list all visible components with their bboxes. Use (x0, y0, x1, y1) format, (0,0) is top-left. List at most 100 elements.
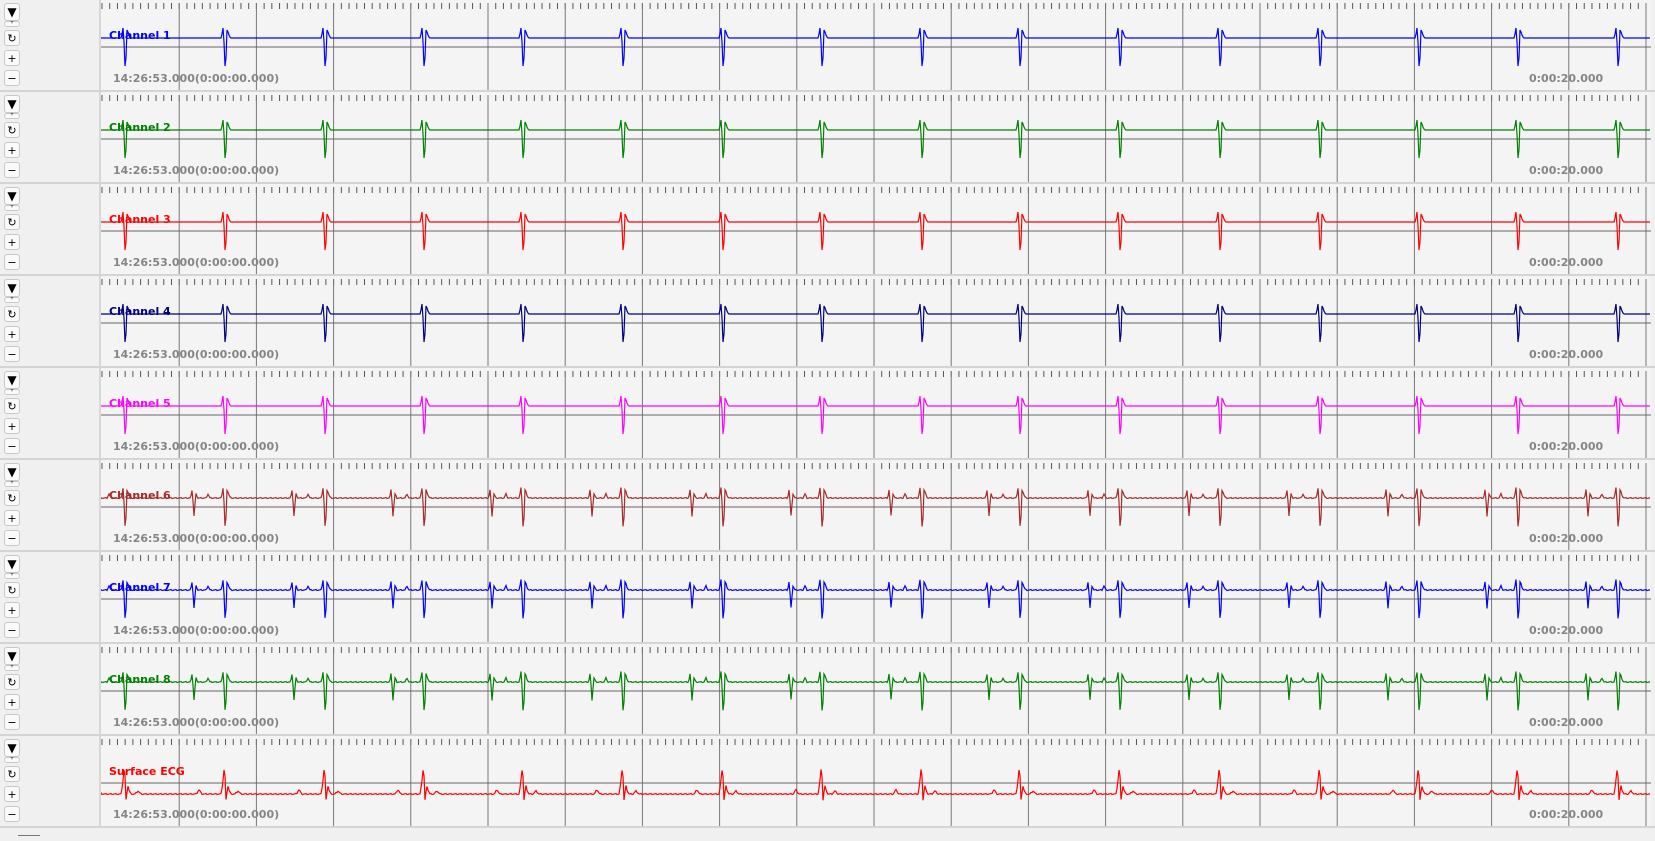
zoom-out-button[interactable]: − (4, 346, 20, 362)
splitter-handle[interactable] (18, 835, 40, 836)
refresh-icon[interactable]: ↻ (4, 122, 20, 138)
end-time-label: 0:00:20.000 (1529, 716, 1604, 729)
waveform-trace (101, 579, 1651, 619)
zoom-in-button[interactable]: + (4, 510, 20, 526)
zoom-out-button[interactable]: − (4, 714, 20, 730)
zoom-in-button[interactable]: + (4, 602, 20, 618)
waveform-plot[interactable]: Channel 8 14:26:53.000(0:00:00.000) 0:00… (101, 644, 1651, 734)
channel-label: Channel 6 (109, 489, 171, 502)
collapse-handle[interactable]: ᵀ (4, 113, 20, 120)
refresh-icon[interactable]: ↻ (4, 30, 20, 46)
end-time-label: 0:00:20.000 (1529, 808, 1604, 821)
channel-controls: ▼ ᵀ ↻ + − (0, 0, 101, 90)
collapse-handle[interactable]: ᵀ (4, 205, 20, 212)
zoom-out-button[interactable]: − (4, 622, 20, 638)
zoom-in-button[interactable]: + (4, 234, 20, 250)
waveform-plot[interactable]: Surface ECG 14:26:53.000(0:00:00.000) 0:… (101, 736, 1651, 826)
waveform-plot[interactable]: Channel 1 14:26:53.000(0:00:00.000) 0:00… (101, 0, 1651, 90)
start-time-label: 14:26:53.000(0:00:00.000) (113, 440, 280, 453)
waveform-trace (101, 395, 1650, 435)
refresh-icon[interactable]: ↻ (4, 674, 20, 690)
channel-panel: ▼ ᵀ ↻ + − Channel 1 14:26:53.000(0:00:00… (0, 0, 1655, 92)
start-time-label: 14:26:53.000(0:00:00.000) (113, 72, 280, 85)
channel-panel: ▼ ᵀ ↻ + − Channel 6 14:26:53.000(0:00:00… (0, 460, 1655, 552)
channel-label: Channel 8 (109, 673, 171, 686)
channel-panel: ▼ ᵀ ↻ + − Channel 3 14:26:53.000(0:00:00… (0, 184, 1655, 276)
zoom-out-button[interactable]: − (4, 438, 20, 454)
refresh-icon[interactable]: ↻ (4, 306, 20, 322)
end-time-label: 0:00:20.000 (1529, 440, 1604, 453)
start-time-label: 14:26:53.000(0:00:00.000) (113, 164, 280, 177)
zoom-out-button[interactable]: − (4, 70, 20, 86)
waveform-trace (101, 211, 1650, 251)
dropdown-icon[interactable]: ▼ (4, 3, 20, 21)
refresh-icon[interactable]: ↻ (4, 490, 20, 506)
dropdown-icon[interactable]: ▼ (4, 187, 20, 205)
channel-label: Channel 7 (109, 581, 171, 594)
waveform-plot[interactable]: Channel 2 14:26:53.000(0:00:00.000) 0:00… (101, 92, 1651, 182)
start-time-label: 14:26:53.000(0:00:00.000) (113, 624, 280, 637)
zoom-in-button[interactable]: + (4, 142, 20, 158)
channel-panel: ▼ ᵀ ↻ + − Surface ECG 14:26:53.000(0:00:… (0, 736, 1655, 828)
waveform-trace (101, 487, 1651, 527)
refresh-icon[interactable]: ↻ (4, 582, 20, 598)
zoom-in-button[interactable]: + (4, 326, 20, 342)
refresh-icon[interactable]: ↻ (4, 214, 20, 230)
dropdown-icon[interactable]: ▼ (4, 463, 20, 481)
waveform-trace (101, 303, 1650, 343)
collapse-handle[interactable]: ᵀ (4, 297, 20, 304)
channel-controls: ▼ ᵀ ↻ + − (0, 736, 101, 826)
end-time-label: 0:00:20.000 (1529, 256, 1604, 269)
collapse-handle[interactable]: ᵀ (4, 757, 20, 764)
refresh-icon[interactable]: ↻ (4, 398, 20, 414)
channel-controls: ▼ ᵀ ↻ + − (0, 644, 101, 734)
collapse-handle[interactable]: ᵀ (4, 21, 20, 28)
waveform-plot[interactable]: Channel 3 14:26:53.000(0:00:00.000) 0:00… (101, 184, 1651, 274)
channel-label: Channel 1 (109, 29, 171, 42)
dropdown-icon[interactable]: ▼ (4, 95, 20, 113)
status-strip (0, 829, 1655, 841)
collapse-handle[interactable]: ᵀ (4, 481, 20, 488)
channel-label: Channel 5 (109, 397, 171, 410)
channel-controls: ▼ ᵀ ↻ + − (0, 460, 101, 550)
channel-label: Channel 2 (109, 121, 171, 134)
channel-label: Channel 4 (109, 305, 171, 318)
channel-controls: ▼ ᵀ ↻ + − (0, 368, 101, 458)
dropdown-icon[interactable]: ▼ (4, 739, 20, 757)
start-time-label: 14:26:53.000(0:00:00.000) (113, 532, 280, 545)
channel-controls: ▼ ᵀ ↻ + − (0, 276, 101, 366)
end-time-label: 0:00:20.000 (1529, 624, 1604, 637)
channel-panel: ▼ ᵀ ↻ + − Channel 4 14:26:53.000(0:00:00… (0, 276, 1655, 368)
end-time-label: 0:00:20.000 (1529, 72, 1604, 85)
dropdown-icon[interactable]: ▼ (4, 555, 20, 573)
waveform-plot[interactable]: Channel 7 14:26:53.000(0:00:00.000) 0:00… (101, 552, 1651, 642)
channel-label: Surface ECG (109, 765, 185, 778)
end-time-label: 0:00:20.000 (1529, 532, 1604, 545)
zoom-out-button[interactable]: − (4, 162, 20, 178)
waveform-plot[interactable]: Channel 4 14:26:53.000(0:00:00.000) 0:00… (101, 276, 1651, 366)
channel-controls: ▼ ᵀ ↻ + − (0, 184, 101, 274)
waveform-plot[interactable]: Channel 5 14:26:53.000(0:00:00.000) 0:00… (101, 368, 1651, 458)
channel-panel: ▼ ᵀ ↻ + − Channel 7 14:26:53.000(0:00:00… (0, 552, 1655, 644)
refresh-icon[interactable]: ↻ (4, 766, 20, 782)
channel-label: Channel 3 (109, 213, 171, 226)
collapse-handle[interactable]: ᵀ (4, 573, 20, 580)
start-time-label: 14:26:53.000(0:00:00.000) (113, 808, 280, 821)
dropdown-icon[interactable]: ▼ (4, 647, 20, 665)
waveform-plot[interactable]: Channel 6 14:26:53.000(0:00:00.000) 0:00… (101, 460, 1651, 550)
zoom-out-button[interactable]: − (4, 254, 20, 270)
zoom-in-button[interactable]: + (4, 694, 20, 710)
collapse-handle[interactable]: ᵀ (4, 389, 20, 396)
channel-panel: ▼ ᵀ ↻ + − Channel 5 14:26:53.000(0:00:00… (0, 368, 1655, 460)
zoom-in-button[interactable]: + (4, 786, 20, 802)
zoom-in-button[interactable]: + (4, 418, 20, 434)
channel-controls: ▼ ᵀ ↻ + − (0, 92, 101, 182)
zoom-in-button[interactable]: + (4, 50, 20, 66)
dropdown-icon[interactable]: ▼ (4, 279, 20, 297)
start-time-label: 14:26:53.000(0:00:00.000) (113, 348, 280, 361)
zoom-out-button[interactable]: − (4, 806, 20, 822)
zoom-out-button[interactable]: − (4, 530, 20, 546)
dropdown-icon[interactable]: ▼ (4, 371, 20, 389)
waveform-trace (101, 27, 1650, 67)
collapse-handle[interactable]: ᵀ (4, 665, 20, 672)
